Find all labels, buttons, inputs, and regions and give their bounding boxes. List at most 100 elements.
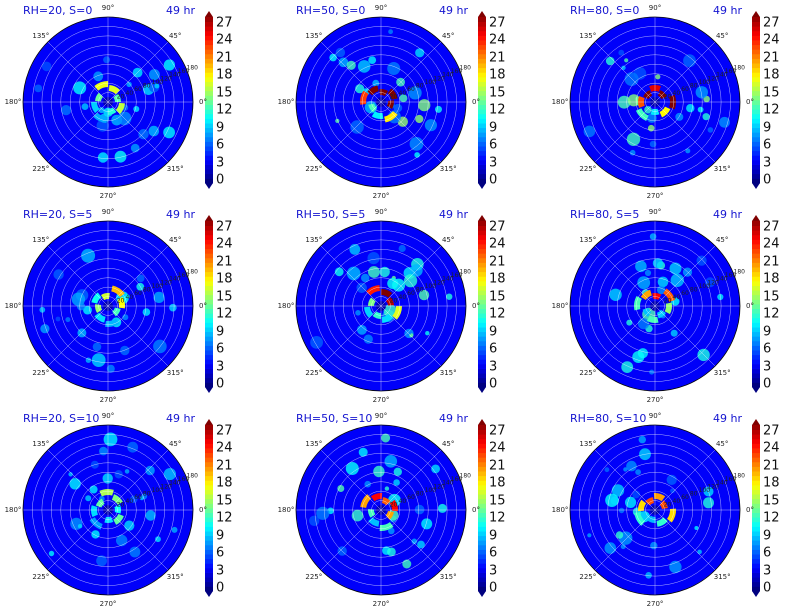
radial-tick-label: 80: [416, 491, 424, 498]
panel-title: RH=50, S=10: [296, 412, 373, 425]
colorbar-segment: [205, 480, 213, 486]
radial-tick-label: 100: [425, 79, 437, 86]
angle-tick-label: 0°: [746, 506, 754, 514]
colorbar-segment: [478, 81, 486, 87]
heat-cell: [34, 84, 43, 93]
heat-cell: [624, 72, 639, 87]
core-heat-arc: [653, 493, 666, 502]
heat-cell: [404, 274, 418, 288]
radial-tick-label: 40: [126, 294, 134, 301]
colorbar-tick-label: 9: [216, 120, 225, 136]
colorbar-segment: [205, 262, 213, 268]
colorbar-tick-label: 6: [216, 341, 225, 357]
angle-tick-label: 45°: [715, 31, 729, 40]
colorbar-segment: [752, 373, 760, 379]
heat-cell: [92, 342, 102, 352]
heat-cell: [372, 79, 380, 87]
panel-title: RH=80, S=0: [570, 4, 640, 17]
colorbar-segment: [752, 438, 760, 444]
colorbar-segment: [752, 76, 760, 82]
colorbar-segment: [752, 517, 760, 523]
heat-cell: [77, 524, 83, 529]
colorbar-segment: [478, 35, 486, 41]
heat-cell: [624, 58, 629, 63]
radial-tick-label: 20: [664, 93, 672, 100]
heat-cell: [632, 490, 641, 499]
heat-cell: [335, 118, 340, 123]
panel-title: RH=20, S=10: [23, 412, 100, 425]
colorbar-segment: [478, 104, 486, 110]
radial-tick-label: 140: [716, 480, 728, 487]
radial-tick-label: 100: [699, 79, 711, 86]
heat-cell: [431, 464, 440, 474]
colorbar-tick-label: 27: [763, 15, 780, 31]
colorbar-segment: [478, 517, 486, 523]
heat-cell: [387, 547, 396, 557]
grid-spoke: [594, 101, 656, 163]
angle-tick-label: 135°: [579, 439, 597, 448]
core-heat-arc: [389, 499, 398, 512]
grid-spoke: [107, 41, 169, 103]
grid-spoke: [320, 305, 382, 367]
radial-tick-label: 160: [451, 68, 463, 75]
heat-cell: [615, 531, 624, 539]
colorbar-segment: [478, 164, 486, 170]
colorbar-tick-label: 12: [489, 102, 506, 118]
colorbar-tick-label: 15: [216, 289, 233, 305]
colorbar-segment: [205, 230, 213, 236]
colorbar-segment: [478, 109, 486, 115]
colorbar-tick-label: 9: [489, 528, 498, 544]
heat-cell: [124, 469, 130, 474]
colorbar-tick-label: 21: [763, 458, 780, 474]
polar-frame: [22, 16, 194, 188]
radial-tick-label: 20: [390, 297, 398, 304]
heat-cell: [153, 339, 167, 354]
colorbar-tick-label: 18: [216, 271, 233, 287]
angle-tick-label: 90°: [648, 412, 662, 420]
angle-tick-label: 180°: [4, 506, 22, 514]
colorbar-tick-label: 15: [489, 493, 506, 509]
angle-tick-label: 0°: [472, 302, 480, 310]
colorbar-segment: [478, 118, 486, 124]
colorbar-tick-label: 21: [489, 50, 506, 66]
radial-tick-label: 80: [690, 83, 698, 90]
heat-cell: [696, 255, 707, 266]
colorbar-tick-label: 9: [763, 324, 772, 340]
colorbar-segment: [205, 457, 213, 463]
colorbar-segment: [478, 526, 486, 532]
colorbar-segment: [205, 155, 213, 161]
colorbar-tick-label: 3: [216, 563, 225, 579]
colorbar-segment: [205, 438, 213, 444]
heat-cell: [145, 510, 156, 521]
colorbar-tick-label: 24: [763, 32, 780, 48]
colorbar-segment: [205, 572, 213, 578]
heat-cell: [388, 29, 393, 35]
heat-cell: [106, 364, 115, 373]
grid-spoke: [594, 449, 656, 511]
colorbar-tick-label: 3: [216, 155, 225, 171]
colorbar-segment: [478, 443, 486, 449]
heat-cell: [393, 479, 400, 486]
radial-tick-label: 80: [416, 83, 424, 90]
grid-spoke: [320, 449, 382, 511]
colorbar-segment: [205, 581, 213, 587]
colorbar-segment: [752, 271, 760, 277]
colorbar-segment: [205, 290, 213, 296]
colorbar-segment: [478, 466, 486, 472]
grid-spoke: [654, 245, 716, 307]
angle-tick-label: 90°: [101, 412, 115, 420]
colorbar-segment: [478, 498, 486, 504]
core-heat-arc: [656, 309, 666, 319]
colorbar-segment: [478, 221, 486, 227]
colorbar-segment: [205, 53, 213, 59]
colorbar-segment: [205, 452, 213, 458]
radial-tick-label: 160: [178, 476, 190, 483]
heat-cell: [130, 495, 138, 504]
angle-tick-label: 315°: [439, 572, 457, 581]
colorbar-segment: [478, 44, 486, 50]
heat-cell: [351, 509, 364, 522]
heat-cell: [626, 460, 637, 472]
angle-tick-label: 45°: [715, 235, 729, 244]
colorbar-segment: [752, 123, 760, 129]
colorbar-segment: [478, 113, 486, 119]
